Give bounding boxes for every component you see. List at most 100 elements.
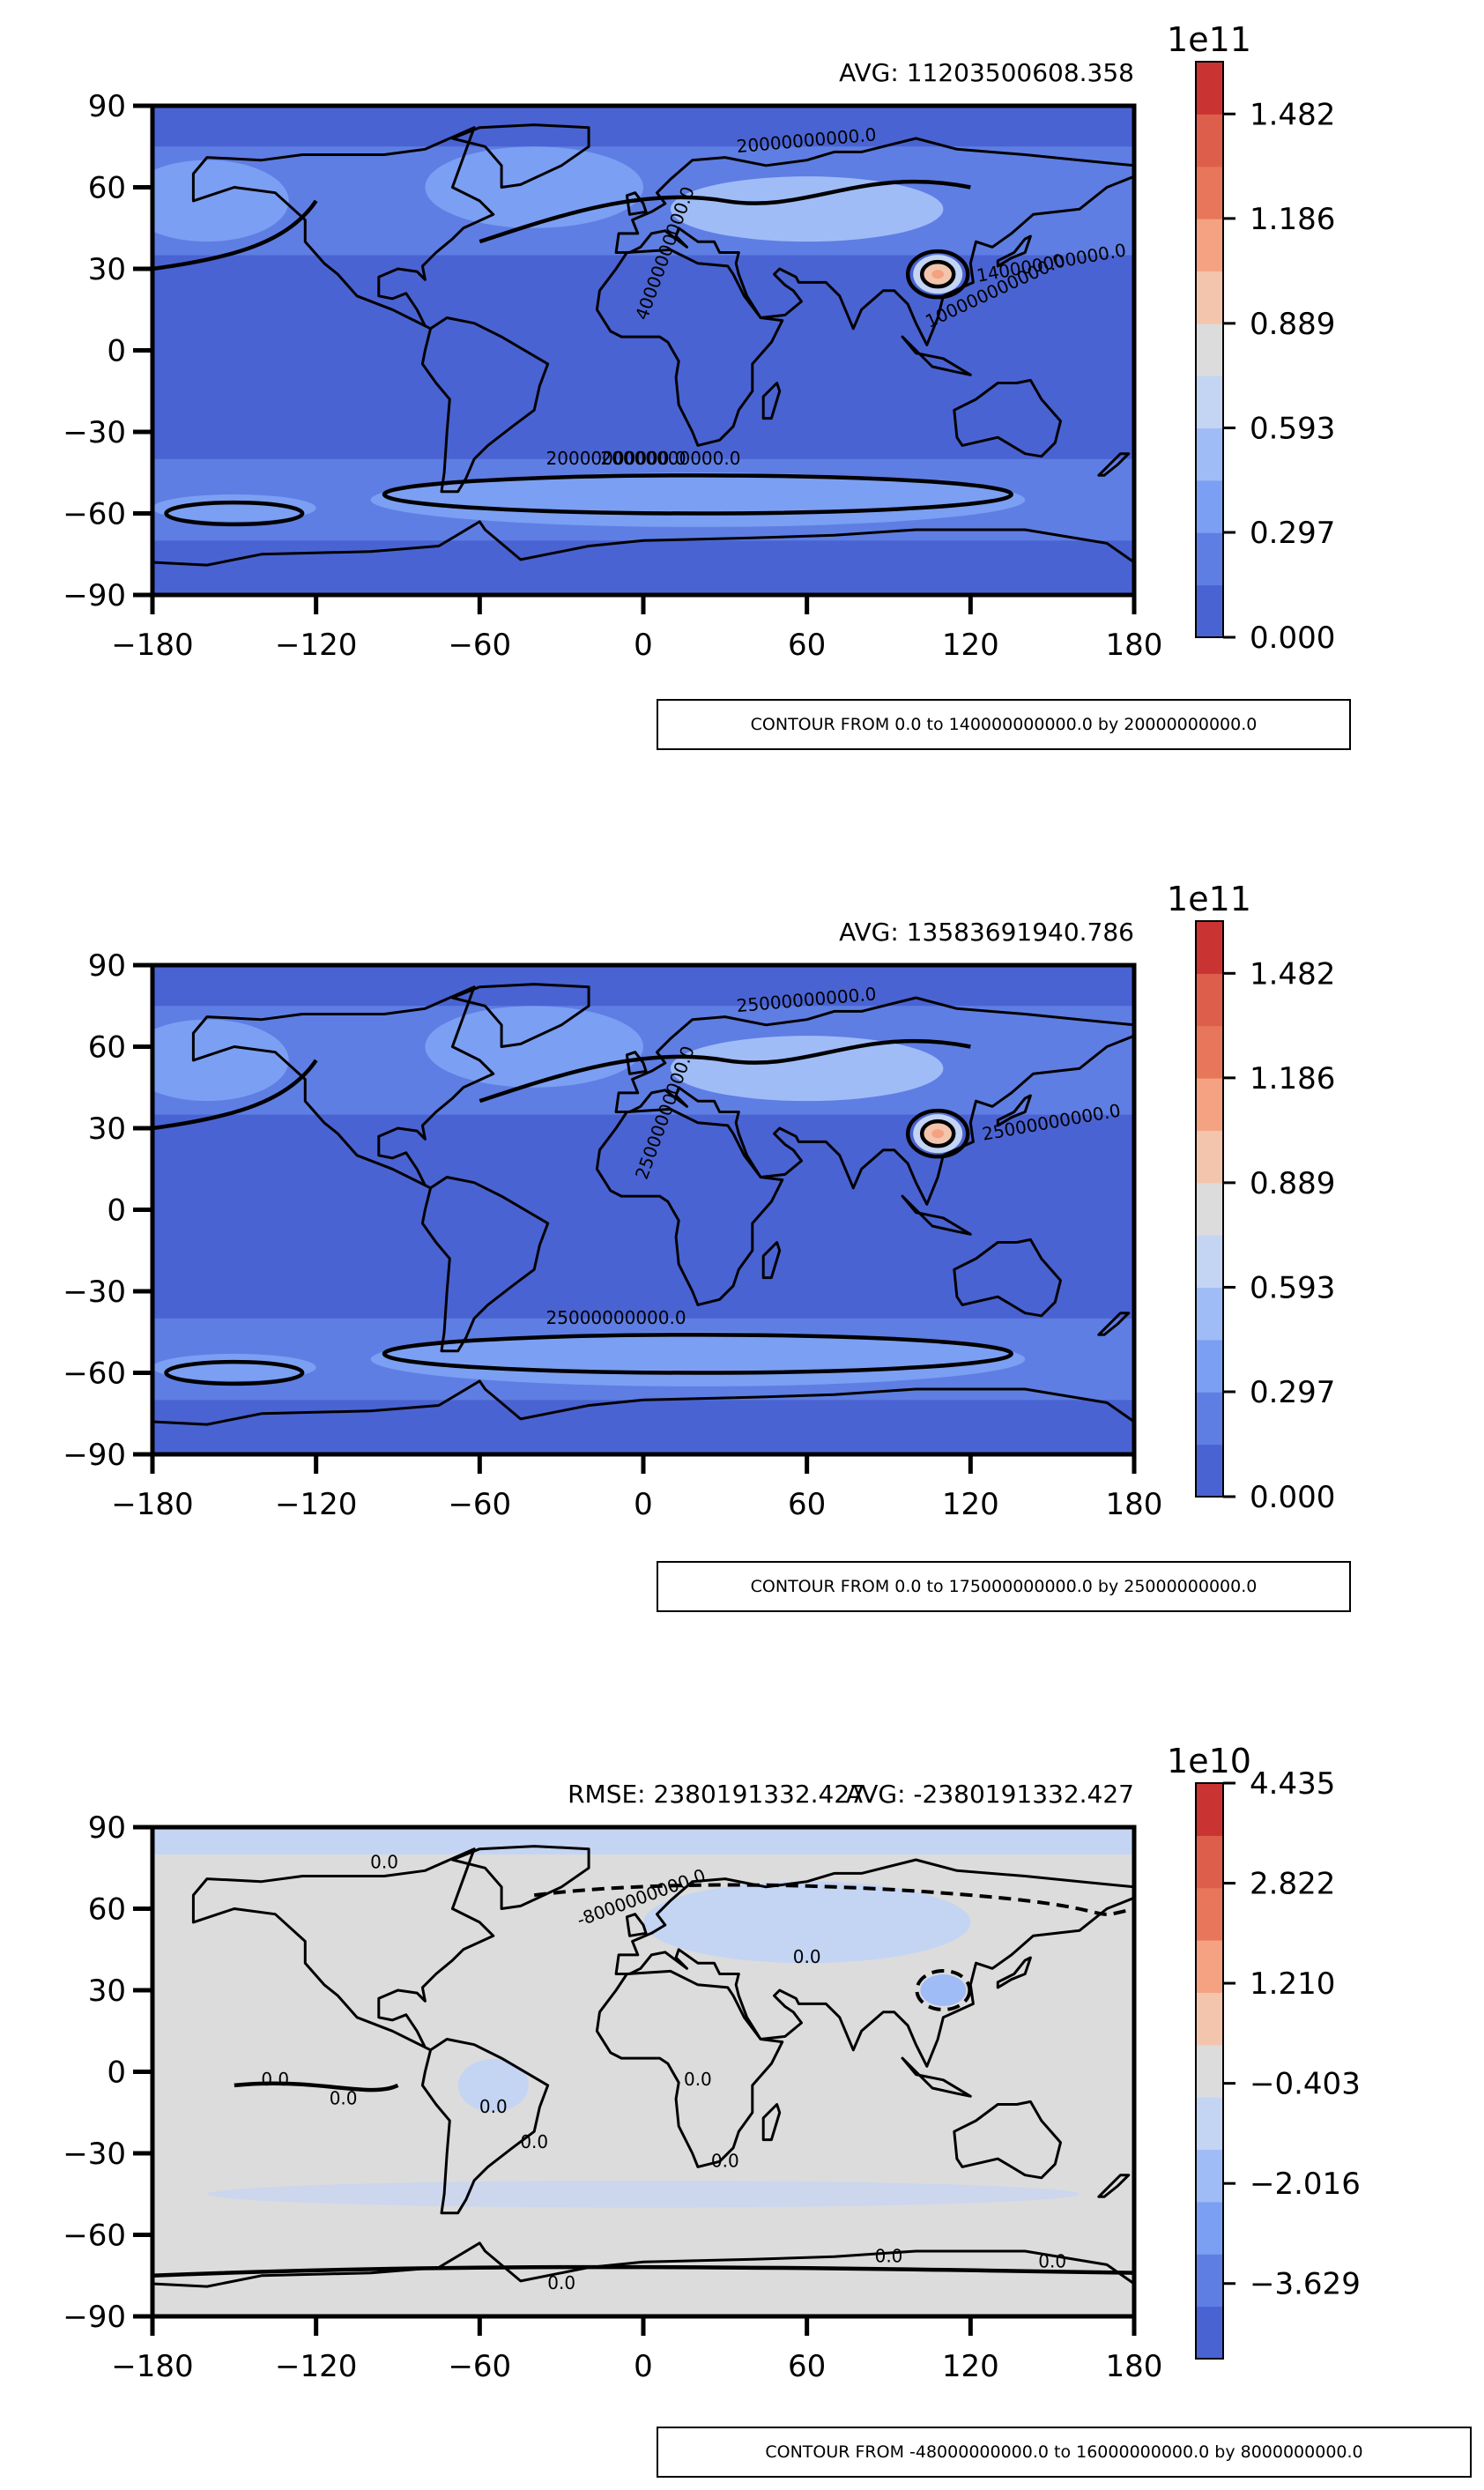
colorbar-segment bbox=[1196, 1235, 1223, 1289]
coastline-japan bbox=[996, 1094, 1032, 1127]
coastline-greenland bbox=[450, 983, 590, 1048]
coastline-europe-asia bbox=[614, 137, 1134, 346]
contour-label: 0.0 bbox=[1038, 2251, 1066, 2272]
y-tick-label: 90 bbox=[88, 948, 126, 984]
colorbar-tick-label: 0.889 bbox=[1250, 1166, 1335, 1201]
x-tick-label: 60 bbox=[788, 2349, 826, 2384]
colorbar-segment bbox=[1196, 2149, 1223, 2203]
colorbar-segment bbox=[1196, 427, 1223, 481]
y-tick-label: 0 bbox=[107, 2055, 126, 2091]
colorbar-tick-label: 4.435 bbox=[1250, 1766, 1335, 1802]
x-tick-label: 60 bbox=[788, 628, 826, 663]
x-tick-label: −180 bbox=[111, 1487, 193, 1522]
map-area: 0.00.00.00.00.0-8000000000.00.00.00.00.0… bbox=[152, 1827, 1134, 2316]
asia-negative-core bbox=[920, 1974, 967, 2006]
x-tick-label: −120 bbox=[275, 1487, 357, 1522]
contour-zero-south bbox=[152, 2264, 1134, 2278]
eurasia-field bbox=[670, 1036, 944, 1102]
colorbar-segment bbox=[1196, 1835, 1223, 1889]
coastline-antarctica bbox=[152, 1379, 1134, 1454]
contour-neg-asia bbox=[915, 1969, 972, 2011]
y-tick-label: 0 bbox=[107, 334, 126, 369]
colorbar-tick-label: 0.000 bbox=[1250, 621, 1335, 656]
colorbar-segment bbox=[1196, 166, 1223, 219]
x-tick-label: −60 bbox=[448, 1487, 511, 1522]
colorbar-segment bbox=[1196, 2254, 1223, 2308]
avg-stat: AVG: -2380191332.427 bbox=[846, 1780, 1134, 1809]
coastline-africa bbox=[595, 1107, 784, 1306]
southern-negative-band bbox=[206, 2180, 1080, 2208]
coastline-north-america bbox=[191, 1847, 495, 2052]
southern-ellipse bbox=[370, 472, 1026, 527]
contour-north bbox=[479, 179, 971, 244]
coastline-europe-asia bbox=[614, 996, 1134, 1206]
y-tick-label: −30 bbox=[63, 415, 126, 450]
contour-label: 0.0 bbox=[684, 2069, 712, 2090]
contour-label: 0.0 bbox=[520, 2131, 548, 2152]
coastline-madagascar bbox=[761, 382, 782, 420]
colorbar-exponent: 1e11 bbox=[1167, 20, 1251, 59]
y-tick-label: 90 bbox=[88, 1810, 126, 1846]
map-panel-3: 0.0 0.0 0.0 0.0 0.0 -8000000000.0 0.0 0.0 0.0 0.0… bbox=[0, 1721, 1484, 2490]
coastline-uk bbox=[625, 1913, 648, 1937]
colorbar-frame bbox=[1195, 920, 1224, 1498]
coastline-indonesia bbox=[901, 1194, 972, 1236]
contour-note-2: CONTOUR FROM 0.0 to 175000000000.0 by 25… bbox=[657, 1561, 1351, 1612]
contour-southern-west bbox=[164, 500, 305, 527]
coastline-japan bbox=[996, 1956, 1032, 1989]
y-tick-label: −90 bbox=[63, 2300, 126, 2335]
contour-label: 0.0 bbox=[547, 2272, 575, 2293]
colorbar-tick-label: 2.822 bbox=[1250, 1867, 1335, 1902]
y-tick-label: 90 bbox=[88, 89, 126, 124]
amazon-negative bbox=[457, 2058, 529, 2112]
pacific-field bbox=[152, 160, 289, 242]
y-tick-label: −30 bbox=[63, 2137, 126, 2172]
y-tick-label: −90 bbox=[63, 578, 126, 613]
colorbar-segment bbox=[1196, 1182, 1223, 1236]
contour-note-1: CONTOUR FROM 0.0 to 140000000000.0 by 20… bbox=[657, 699, 1351, 750]
contour-label: 0.0 bbox=[370, 1851, 398, 1872]
map-figure-3: 0.00.00.00.00.0-8000000000.00.00.00.00.0… bbox=[63, 1742, 1361, 2384]
colorbar-tick-label: 0.593 bbox=[1250, 1270, 1335, 1305]
x-tick-label: 0 bbox=[634, 628, 653, 663]
contour-hotspot-inner bbox=[919, 1119, 956, 1148]
colorbar-tick-label: 1.482 bbox=[1250, 956, 1335, 992]
x-tick-label: 180 bbox=[1106, 2349, 1163, 2384]
colorbar-segment bbox=[1196, 1392, 1223, 1446]
southern-ellipse-west bbox=[152, 494, 316, 522]
colorbar-segment bbox=[1196, 973, 1223, 1027]
colorbar-segment bbox=[1196, 2201, 1223, 2255]
eurasia-negative bbox=[643, 1881, 971, 1964]
y-tick-label: −60 bbox=[63, 1356, 126, 1392]
colorbar-segment bbox=[1196, 114, 1223, 167]
colorbar-tick-label: 1.210 bbox=[1250, 1966, 1335, 2002]
southern-ellipse-west bbox=[152, 1353, 316, 1381]
colorbar-tick-label: 1.482 bbox=[1250, 97, 1335, 132]
y-tick-label: 60 bbox=[88, 1892, 126, 1928]
colorbar-segment bbox=[1196, 1287, 1223, 1341]
map-background bbox=[152, 1827, 1134, 2316]
coastline-africa bbox=[595, 248, 784, 447]
contour-north bbox=[479, 1038, 971, 1104]
colorbar-segment bbox=[1196, 921, 1223, 974]
colorbar-tick-label: −0.403 bbox=[1250, 2067, 1361, 2102]
coastline-madagascar bbox=[761, 1241, 782, 1280]
coastline-north-america bbox=[191, 985, 495, 1190]
colorbar-tick-label: 0.297 bbox=[1250, 1375, 1335, 1410]
colorbar-exponent: 1e10 bbox=[1167, 1742, 1251, 1780]
coastline-africa bbox=[595, 1969, 784, 2168]
pacific-field bbox=[152, 1019, 289, 1102]
contour-label: 20000000000.0 bbox=[546, 448, 686, 469]
colorbar-segment bbox=[1196, 1339, 1223, 1393]
x-tick-label: −180 bbox=[111, 2349, 193, 2384]
coastline-new-zealand bbox=[1097, 452, 1131, 477]
x-tick-label: −120 bbox=[275, 2349, 357, 2384]
x-tick-label: 180 bbox=[1106, 628, 1163, 663]
x-tick-label: −60 bbox=[448, 628, 511, 663]
contour-pacific bbox=[152, 1059, 318, 1131]
colorbar-segment bbox=[1196, 375, 1223, 429]
coastline-madagascar bbox=[761, 2103, 782, 2142]
y-tick-label: 60 bbox=[88, 1030, 126, 1066]
contour-note-3: CONTOUR FROM -48000000000.0 to 160000000… bbox=[657, 2427, 1472, 2478]
